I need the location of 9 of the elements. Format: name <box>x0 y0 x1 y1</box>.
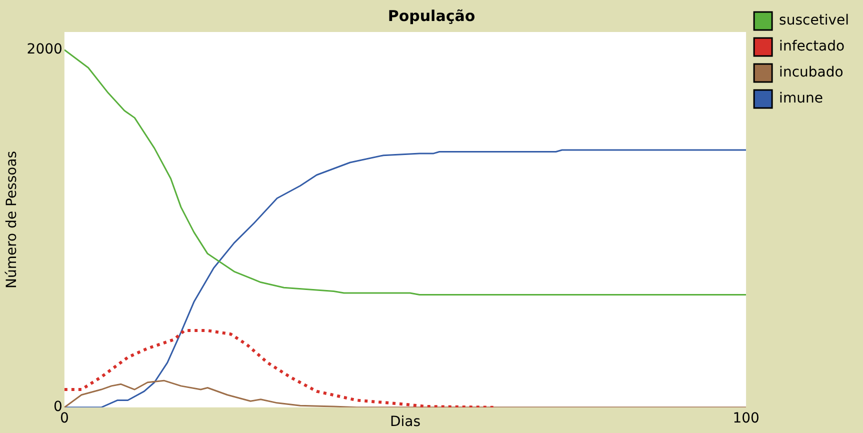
legend-label: infectado <box>779 38 845 55</box>
legend-label: incubado <box>779 64 844 81</box>
x-tick-label: 100 <box>732 410 760 426</box>
y-tick-label: 2000 <box>26 42 62 58</box>
y-axis-title: Número de Pessoas <box>4 150 20 288</box>
chart-title: População <box>388 6 476 25</box>
x-axis-title: Dias <box>390 414 421 430</box>
legend-label: imune <box>779 90 823 107</box>
legend-label: suscetivel <box>779 12 850 29</box>
